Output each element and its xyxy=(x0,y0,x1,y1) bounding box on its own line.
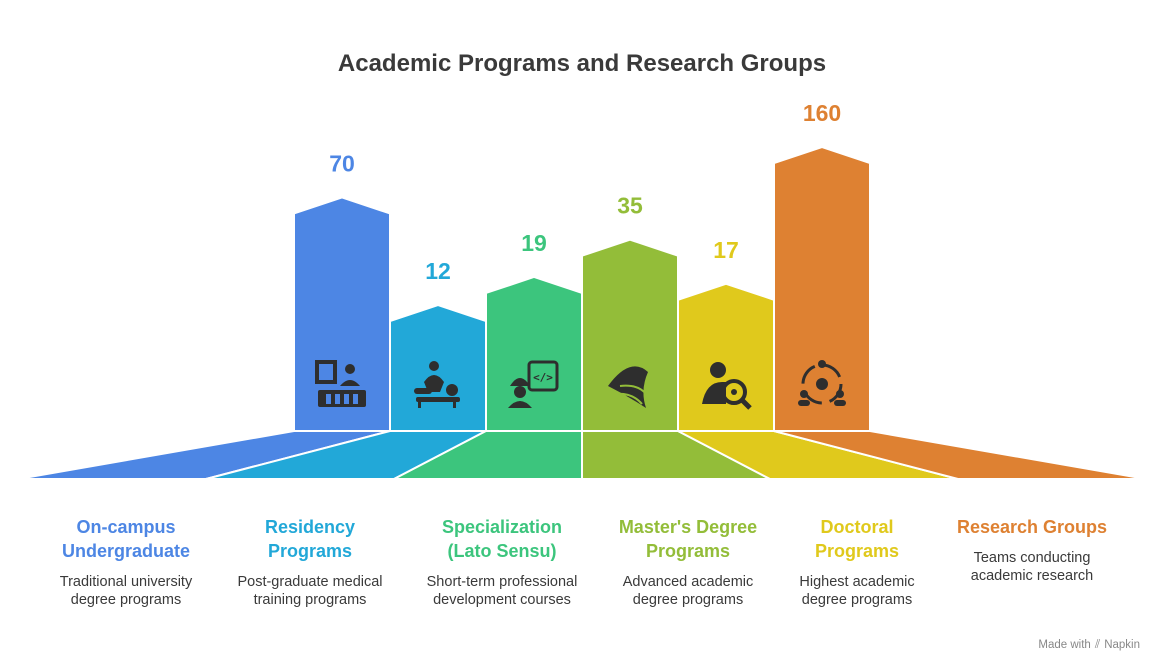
category-description-line: Short-term professional xyxy=(426,574,578,590)
category-title-line: Doctoral xyxy=(820,517,894,537)
category-description-line: training programs xyxy=(253,592,367,608)
footer-credit: Made with ⫽ Napkin xyxy=(1038,637,1140,652)
bar xyxy=(485,275,583,432)
category-description-line: Teams conducting xyxy=(973,550,1091,566)
category-title-line: Research Groups xyxy=(956,517,1108,537)
category-title: Master's Degree Programs xyxy=(593,515,783,563)
category-description-line: Advanced academic xyxy=(622,574,754,590)
category-title: On-campus Undergraduate xyxy=(31,515,221,563)
category-title-line: Residency xyxy=(264,517,356,537)
category-title: Research Groups xyxy=(937,515,1127,539)
category-label-block: Research Groups Teams conducting academic … xyxy=(937,515,1127,585)
made-with-text: Made with xyxy=(1038,638,1091,651)
category-description: Highest academic degree programs xyxy=(762,573,952,609)
category-title: Specialization (Lato Sensu) xyxy=(407,515,597,563)
research-group-icon xyxy=(798,360,846,406)
category-description-line: degree programs xyxy=(801,592,913,608)
classroom-lecture-icon xyxy=(315,360,366,407)
category-label-block: Residency Programs Post-graduate medical tr… xyxy=(215,515,405,609)
category-description: Short-term professional development cours… xyxy=(407,573,597,609)
value-label: 17 xyxy=(713,237,739,263)
value-label: 160 xyxy=(803,100,841,126)
value-label: 19 xyxy=(521,230,547,256)
category-label-block: Master's Degree Programs Advanced academic… xyxy=(593,515,783,609)
category-description: Teams conducting academic research xyxy=(937,549,1127,585)
category-title-line: Programs xyxy=(645,541,731,561)
value-label: 70 xyxy=(329,150,355,176)
category-label-block: Specialization (Lato Sensu) Short-term pro… xyxy=(407,515,597,609)
category-description: Post-graduate medical training programs xyxy=(215,573,405,609)
chart-title: Academic Programs and Research Groups xyxy=(337,50,827,77)
category-description-line: Post-graduate medical xyxy=(237,574,383,590)
category-title-line: Programs xyxy=(814,541,900,561)
category-description-line: degree programs xyxy=(70,592,182,608)
category-description-line: Traditional university xyxy=(59,574,193,590)
category-label-block: Doctoral Programs Highest academic degree p… xyxy=(762,515,952,609)
category-description-line: degree programs xyxy=(632,592,744,608)
napkin-logo-icon: ⫽ xyxy=(1094,637,1101,651)
svg-text:</>: </> xyxy=(533,371,553,384)
category-title: Doctoral Programs xyxy=(762,515,952,563)
category-title-line: Specialization xyxy=(441,517,563,537)
category-description-line: academic research xyxy=(970,568,1094,584)
category-description: Advanced academic degree programs xyxy=(593,573,783,609)
category-label-block: On-campus Undergraduate Traditional univer… xyxy=(31,515,221,609)
category-description-line: Highest academic xyxy=(799,574,915,590)
category-title-line: Undergraduate xyxy=(61,541,191,561)
category-description-line: development courses xyxy=(433,592,571,608)
category-title-line: On-campus xyxy=(76,517,176,537)
category-title-line: Programs xyxy=(267,541,353,561)
bar xyxy=(773,145,871,432)
medical-treatment-icon xyxy=(414,361,460,408)
value-label: 12 xyxy=(425,258,451,284)
bar xyxy=(581,238,679,432)
category-title-line: (Lato Sensu) xyxy=(447,541,557,561)
category-title: Residency Programs xyxy=(215,515,405,563)
category-title-line: Master's Degree xyxy=(618,517,758,537)
diploma-scroll-icon xyxy=(608,366,648,408)
developer-worker-icon: </> xyxy=(508,360,559,408)
researcher-search-icon xyxy=(702,362,752,410)
value-label: 35 xyxy=(617,193,643,219)
bar xyxy=(677,282,775,432)
category-description: Traditional university degree programs xyxy=(31,573,221,609)
napkin-brand-text: Napkin xyxy=(1104,638,1140,651)
